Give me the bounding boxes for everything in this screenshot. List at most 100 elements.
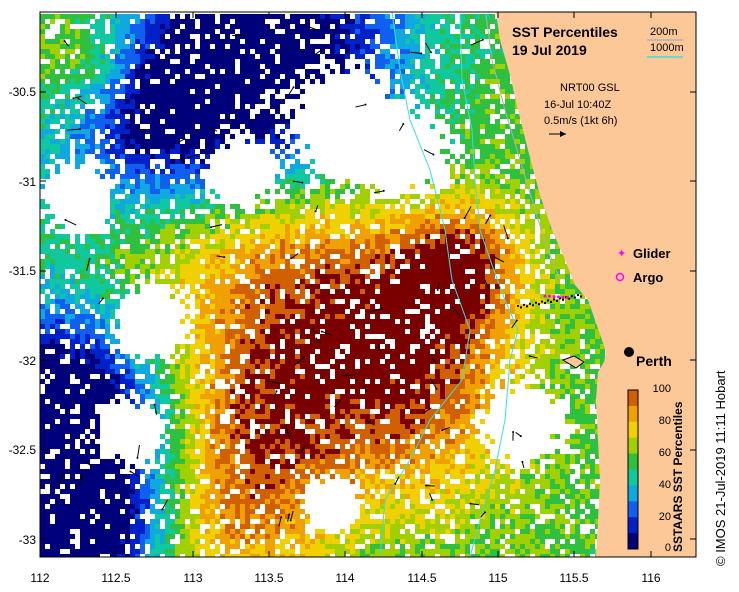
- sst-cell: [565, 284, 570, 289]
- sst-cell: [150, 49, 155, 54]
- sst-cell: [530, 219, 535, 224]
- sst-cell: [180, 244, 185, 249]
- sst-cell: [250, 269, 255, 274]
- sst-cell: [195, 299, 200, 304]
- sst-cell: [275, 254, 280, 259]
- sst-cell: [480, 214, 485, 219]
- sst-cell: [450, 139, 455, 144]
- sst-cell: [55, 149, 60, 154]
- sst-cell: [95, 59, 100, 64]
- sst-cell: [470, 154, 475, 159]
- sst-cell: [75, 154, 80, 159]
- sst-cell: [155, 139, 160, 144]
- sst-cell: [210, 234, 215, 239]
- sst-cell: [350, 294, 355, 299]
- sst-cell: [115, 149, 120, 154]
- sst-cell: [440, 79, 445, 84]
- sst-cell: [470, 339, 475, 344]
- sst-cell: [195, 219, 200, 224]
- sst-cell: [390, 274, 395, 279]
- sst-cell: [495, 259, 500, 264]
- sst-cell: [500, 229, 505, 234]
- sst-cell: [120, 199, 125, 204]
- sst-cell: [210, 319, 215, 324]
- sst-cell: [130, 109, 135, 114]
- sst-cell: [90, 24, 95, 29]
- sst-cell: [40, 199, 45, 204]
- sst-cell: [235, 79, 240, 84]
- sst-cell: [100, 14, 105, 19]
- sst-cell: [510, 204, 515, 209]
- sst-cell: [230, 249, 235, 254]
- sst-cell: [80, 354, 85, 359]
- sst-cell: [170, 84, 175, 89]
- sst-cell: [40, 274, 45, 279]
- sst-cell: [260, 89, 265, 94]
- sst-cell: [410, 259, 415, 264]
- sst-cell: [235, 54, 240, 59]
- sst-cell: [460, 289, 465, 294]
- sst-cell: [185, 29, 190, 34]
- sst-cell: [590, 319, 595, 324]
- sst-cell: [570, 334, 575, 339]
- sst-cell: [495, 324, 500, 329]
- sst-cell: [485, 89, 490, 94]
- sst-cell: [535, 319, 540, 324]
- sst-cell: [390, 299, 395, 304]
- sst-cell: [295, 169, 300, 174]
- sst-cell: [65, 249, 70, 254]
- sst-cell: [250, 319, 255, 324]
- sst-cell: [495, 269, 500, 274]
- sst-cell: [40, 264, 45, 269]
- sst-cell: [465, 189, 470, 194]
- sst-cell: [120, 184, 125, 189]
- sst-cell: [350, 39, 355, 44]
- sst-cell: [210, 249, 215, 254]
- sst-cell: [170, 134, 175, 139]
- sst-cell: [120, 119, 125, 124]
- sst-cell: [210, 259, 215, 264]
- sst-cell: [445, 74, 450, 79]
- sst-cell: [145, 199, 150, 204]
- sst-cell: [500, 174, 505, 179]
- sst-cell: [550, 299, 555, 304]
- sst-cell: [520, 274, 525, 279]
- sst-cell: [475, 194, 480, 199]
- sst-cell: [245, 24, 250, 29]
- sst-cell: [245, 39, 250, 44]
- sst-cell: [195, 69, 200, 74]
- sst-cell: [175, 174, 180, 179]
- sst-cell: [65, 319, 70, 324]
- sst-cell: [420, 344, 425, 349]
- sst-cell: [190, 219, 195, 224]
- sst-cell: [215, 284, 220, 289]
- sst-cell: [300, 354, 305, 359]
- sst-cell: [530, 169, 535, 174]
- sst-cell: [525, 214, 530, 219]
- sst-cell: [455, 279, 460, 284]
- sst-cell: [90, 359, 95, 364]
- sst-cell: [245, 294, 250, 299]
- sst-cell: [245, 54, 250, 59]
- sst-cell: [425, 279, 430, 284]
- sst-cell: [390, 209, 395, 214]
- sst-cell: [340, 69, 345, 74]
- sst-cell: [290, 169, 295, 174]
- sst-cell: [75, 289, 80, 294]
- sst-cell: [510, 199, 515, 204]
- sst-cell: [95, 74, 100, 79]
- sst-cell: [60, 54, 65, 59]
- sst-cell: [80, 319, 85, 324]
- sst-cell: [315, 34, 320, 39]
- sst-cell: [220, 139, 225, 144]
- sst-cell: [405, 34, 410, 39]
- sst-cell: [390, 199, 395, 204]
- sst-cell: [230, 54, 235, 59]
- sst-cell: [290, 219, 295, 224]
- sst-cell: [430, 249, 435, 254]
- sst-cell: [325, 289, 330, 294]
- sst-cell: [185, 259, 190, 264]
- sst-cell: [485, 104, 490, 109]
- sst-cell: [345, 234, 350, 239]
- sst-cell: [150, 134, 155, 139]
